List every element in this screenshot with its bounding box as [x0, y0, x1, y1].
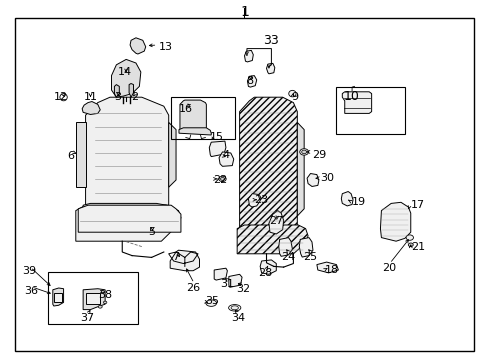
- Polygon shape: [85, 97, 168, 205]
- Text: 37: 37: [80, 313, 94, 323]
- Text: 19: 19: [351, 197, 366, 207]
- Polygon shape: [82, 102, 100, 114]
- Text: 22: 22: [212, 175, 226, 185]
- Ellipse shape: [98, 305, 102, 308]
- Text: 18: 18: [325, 265, 339, 275]
- Text: 3: 3: [114, 92, 121, 102]
- Text: 6: 6: [67, 151, 74, 161]
- Text: 38: 38: [98, 290, 112, 300]
- Text: 12: 12: [54, 92, 68, 102]
- Polygon shape: [380, 202, 410, 241]
- Text: 23: 23: [254, 195, 268, 205]
- Text: 35: 35: [205, 296, 219, 306]
- Text: 30: 30: [320, 173, 334, 183]
- Text: 31: 31: [220, 279, 234, 289]
- Text: 25: 25: [303, 252, 317, 262]
- Polygon shape: [114, 85, 119, 97]
- Bar: [48, 272, 138, 324]
- Text: 17: 17: [410, 200, 424, 210]
- Polygon shape: [214, 268, 227, 280]
- Polygon shape: [299, 238, 312, 257]
- Text: 4: 4: [222, 150, 229, 160]
- Polygon shape: [239, 97, 297, 229]
- Polygon shape: [209, 141, 225, 157]
- Text: 8: 8: [245, 76, 252, 86]
- Text: 11: 11: [83, 92, 97, 102]
- Polygon shape: [237, 225, 307, 254]
- Text: 33: 33: [263, 34, 279, 47]
- Ellipse shape: [288, 90, 296, 97]
- Text: 7: 7: [172, 252, 179, 262]
- Text: 13: 13: [159, 42, 173, 52]
- Text: 15: 15: [210, 132, 224, 142]
- Ellipse shape: [301, 150, 306, 154]
- Text: 16: 16: [179, 104, 192, 114]
- Ellipse shape: [299, 149, 308, 155]
- Text: 28: 28: [258, 268, 272, 278]
- Polygon shape: [219, 152, 233, 166]
- Text: 24: 24: [281, 252, 295, 262]
- Polygon shape: [76, 122, 85, 187]
- Text: 32: 32: [236, 284, 250, 294]
- Polygon shape: [179, 128, 211, 135]
- Text: 21: 21: [410, 242, 424, 252]
- Ellipse shape: [405, 235, 412, 240]
- Polygon shape: [83, 289, 105, 310]
- Polygon shape: [83, 203, 171, 209]
- Text: 20: 20: [381, 263, 395, 273]
- Text: 10: 10: [344, 90, 359, 103]
- Polygon shape: [248, 194, 260, 207]
- Polygon shape: [247, 76, 256, 87]
- Ellipse shape: [205, 300, 216, 306]
- Polygon shape: [342, 92, 371, 113]
- Bar: [54, 293, 61, 302]
- Bar: [336, 87, 404, 134]
- Polygon shape: [260, 260, 276, 274]
- Polygon shape: [53, 288, 63, 306]
- Polygon shape: [244, 50, 253, 62]
- Polygon shape: [341, 192, 352, 206]
- Bar: [171, 97, 234, 139]
- Polygon shape: [306, 174, 318, 186]
- Ellipse shape: [103, 301, 106, 303]
- Polygon shape: [266, 63, 274, 74]
- Ellipse shape: [219, 176, 225, 181]
- Ellipse shape: [407, 243, 412, 247]
- Text: 39: 39: [22, 266, 36, 276]
- Polygon shape: [316, 262, 338, 273]
- Text: 9: 9: [290, 92, 298, 102]
- Polygon shape: [78, 205, 181, 232]
- Text: 29: 29: [311, 150, 325, 160]
- Polygon shape: [278, 238, 292, 256]
- Polygon shape: [168, 122, 176, 187]
- Text: 34: 34: [231, 313, 245, 323]
- Polygon shape: [180, 100, 206, 130]
- Text: 27: 27: [268, 216, 283, 226]
- Polygon shape: [130, 38, 145, 54]
- Text: 14: 14: [118, 67, 131, 77]
- Ellipse shape: [220, 177, 224, 180]
- Text: 1: 1: [240, 5, 248, 19]
- Text: 36: 36: [24, 286, 38, 296]
- Polygon shape: [76, 205, 181, 241]
- Polygon shape: [170, 250, 199, 271]
- Text: 5: 5: [148, 227, 155, 237]
- Ellipse shape: [231, 306, 238, 310]
- Polygon shape: [297, 122, 304, 216]
- Polygon shape: [111, 59, 141, 97]
- Polygon shape: [129, 84, 133, 97]
- Polygon shape: [268, 211, 283, 234]
- Polygon shape: [228, 274, 242, 287]
- Text: 2: 2: [131, 92, 138, 102]
- Bar: [85, 293, 100, 304]
- Text: 26: 26: [186, 283, 200, 293]
